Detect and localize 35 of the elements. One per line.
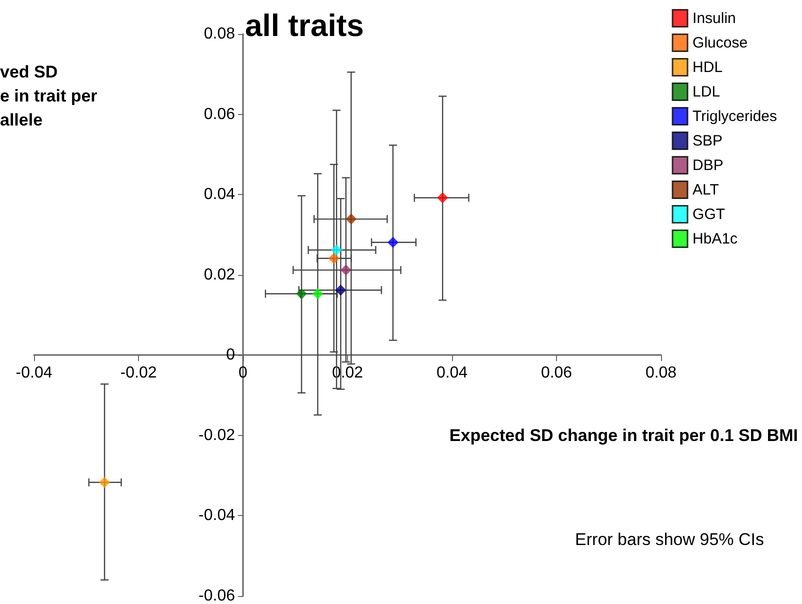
y-axis-title: ved SD e in trait per allele bbox=[0, 62, 98, 130]
point bbox=[340, 264, 352, 276]
point bbox=[99, 476, 110, 488]
y-tick-label: -0.02 bbox=[198, 426, 236, 444]
point bbox=[331, 244, 342, 256]
legend-label: ALT bbox=[692, 181, 719, 198]
x-tick-label: -0.04 bbox=[16, 364, 52, 382]
point bbox=[312, 288, 324, 300]
point bbox=[387, 236, 398, 248]
y-tick-label: 0.06 bbox=[204, 106, 236, 123]
y-tick-label: -0.04 bbox=[198, 507, 236, 524]
x-tick-label: -0.02 bbox=[120, 364, 157, 382]
y-tick-label: -0.06 bbox=[198, 588, 236, 604]
legend-label: Insulin bbox=[692, 10, 736, 27]
legend-label: HDL bbox=[692, 58, 723, 76]
annotation: Error bars show 95% CIs bbox=[575, 530, 764, 549]
y-tick-label: 0.08 bbox=[204, 26, 236, 42]
legend-label: Glucose bbox=[692, 34, 748, 52]
point bbox=[335, 284, 346, 296]
x-tick-label: 0.06 bbox=[540, 364, 572, 382]
point bbox=[328, 252, 340, 264]
x-tick-label: 0.08 bbox=[645, 364, 677, 382]
legend-label: GGT bbox=[692, 206, 726, 223]
legend-label: DBP bbox=[692, 156, 724, 174]
legend-label: HbA1c bbox=[692, 230, 738, 248]
point bbox=[437, 192, 448, 204]
y-tick-label: 0.04 bbox=[204, 186, 236, 204]
x-tick-label: 0.04 bbox=[436, 364, 468, 382]
legend-label: SBP bbox=[692, 132, 723, 150]
y-tick-label: 0.02 bbox=[204, 266, 236, 284]
legend-label: Triglycerides bbox=[692, 108, 778, 125]
x-axis-title: Expected SD change in trait per 0.1 SD BMI bbox=[449, 426, 798, 445]
chart-title: all traits bbox=[245, 8, 364, 43]
legend-label: LDL bbox=[692, 83, 720, 100]
point bbox=[346, 214, 357, 225]
